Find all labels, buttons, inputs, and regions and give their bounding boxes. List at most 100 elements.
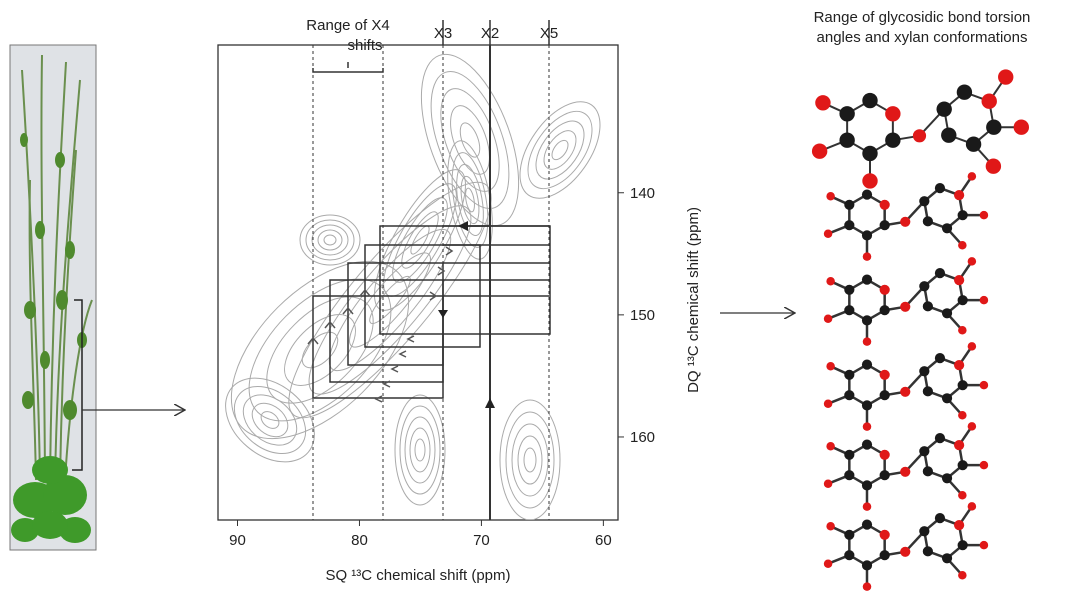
- carbon: [919, 526, 930, 537]
- carbon: [941, 553, 953, 564]
- oxygen: [862, 502, 872, 511]
- x-axis-title: SQ ¹³C chemical shift (ppm): [325, 567, 510, 584]
- reference-lines: [312, 45, 550, 520]
- carbon: [941, 473, 953, 484]
- oxygen: [958, 571, 967, 580]
- contour: [394, 394, 446, 506]
- carbon: [879, 305, 890, 316]
- carbon: [936, 101, 952, 117]
- carbon: [919, 366, 930, 377]
- oxygen: [958, 411, 967, 420]
- carbon: [957, 210, 968, 221]
- oxygen: [981, 93, 997, 109]
- oxygen: [811, 143, 828, 159]
- contour: [266, 296, 374, 404]
- contour: [451, 152, 489, 248]
- oxygen: [862, 252, 872, 261]
- carbon: [919, 446, 930, 457]
- contour: [499, 399, 561, 520]
- oxygen: [823, 399, 833, 408]
- oxygen: [958, 491, 967, 500]
- carbon: [861, 274, 873, 285]
- oxygen: [879, 284, 890, 295]
- x5-label: X5: [540, 25, 558, 42]
- oxygen: [967, 342, 977, 351]
- molecules: [811, 69, 1030, 591]
- contour: [251, 402, 289, 438]
- oxygen: [979, 460, 989, 470]
- contour: [456, 163, 484, 237]
- carbon: [861, 519, 873, 530]
- contour: [551, 139, 569, 161]
- carbon: [844, 284, 855, 295]
- oxygen: [826, 192, 835, 201]
- carbon: [957, 460, 968, 471]
- oxygen: [954, 439, 965, 451]
- oxygen: [879, 199, 890, 210]
- carbon: [957, 380, 968, 391]
- carbon: [862, 145, 878, 162]
- carbon: [885, 132, 901, 148]
- oxygen: [815, 95, 831, 111]
- carbon: [941, 127, 957, 143]
- oxygen: [826, 277, 835, 286]
- oxygen: [823, 559, 833, 568]
- carbon: [861, 230, 873, 241]
- carbon: [965, 136, 982, 152]
- carbon: [844, 449, 855, 460]
- plot-frame: [217, 44, 619, 521]
- oxygen: [954, 274, 965, 286]
- y-axis-title: DQ ¹³C chemical shift (ppm): [685, 207, 702, 393]
- carbon: [844, 220, 855, 231]
- contour: [233, 386, 307, 454]
- x-tick-label: 60: [595, 532, 612, 549]
- carbon: [986, 119, 1002, 135]
- carbon: [941, 393, 953, 404]
- contour: [399, 405, 441, 495]
- carbon: [941, 223, 953, 234]
- oxygen: [879, 369, 890, 380]
- oxygen: [826, 442, 835, 451]
- carbon: [934, 268, 946, 279]
- oxygen: [862, 173, 878, 189]
- carbon: [941, 308, 953, 319]
- oxygen: [985, 158, 1002, 174]
- oxygen: [979, 295, 989, 305]
- oxygen: [967, 172, 977, 181]
- oxygen: [900, 466, 911, 477]
- oxygen: [879, 529, 890, 540]
- oxygen: [967, 257, 977, 266]
- carbon: [922, 466, 933, 477]
- oxygen: [954, 519, 965, 531]
- oxygen: [967, 422, 977, 431]
- oxygen: [862, 337, 872, 346]
- carbon: [844, 550, 855, 561]
- oxygen: [900, 386, 911, 397]
- contour: [311, 224, 349, 256]
- carbon: [861, 189, 873, 200]
- contour: [328, 228, 452, 372]
- y-tick-label: 140: [630, 185, 655, 202]
- oxygen: [958, 326, 967, 335]
- contour: [459, 122, 481, 158]
- oxygen: [1013, 119, 1030, 135]
- contour: [460, 175, 480, 225]
- oxygen: [900, 301, 911, 312]
- contour: [511, 423, 549, 497]
- carbon: [839, 132, 855, 148]
- x3-label: X3: [434, 25, 452, 42]
- contour: [248, 278, 392, 422]
- contour: [450, 105, 490, 175]
- carbon: [844, 369, 855, 380]
- contour: [517, 435, 543, 485]
- carbon: [934, 513, 946, 524]
- oxygen: [900, 546, 911, 557]
- carbon: [861, 315, 873, 326]
- contour: [305, 219, 355, 261]
- plant-photo: [9, 44, 97, 551]
- oxygen: [885, 106, 901, 122]
- carbon: [957, 295, 968, 306]
- oxygen: [998, 69, 1014, 85]
- carbon: [844, 199, 855, 210]
